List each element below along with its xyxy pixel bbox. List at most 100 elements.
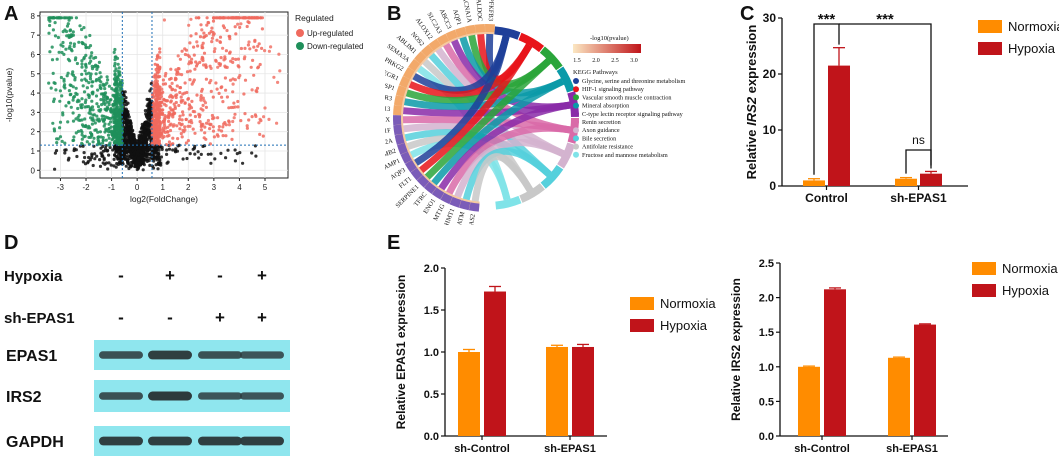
colorbar-tick: 2.0 — [592, 58, 600, 64]
bar — [914, 324, 936, 436]
volcano-point — [210, 36, 214, 40]
volcano-point — [164, 71, 168, 76]
volcano-point — [61, 40, 65, 45]
volcano-point — [71, 111, 75, 115]
volcano-point — [144, 113, 148, 117]
legend-up-marker — [296, 29, 304, 37]
y-tick-label: 30 — [763, 11, 777, 25]
volcano-point — [179, 95, 183, 99]
volcano-point — [73, 58, 77, 62]
legend-marker — [573, 135, 579, 142]
legend-label: Normoxia — [1002, 261, 1058, 276]
volcano-point — [125, 145, 129, 150]
volcano-point — [80, 137, 84, 141]
gene-arc — [455, 26, 467, 38]
volcano-point — [171, 112, 175, 117]
legend-entry: Fructose and mannose metabolism — [582, 152, 668, 159]
volcano-point — [188, 152, 192, 156]
volcano-point — [148, 102, 153, 106]
volcano-point — [77, 40, 81, 44]
gene-arc — [459, 200, 471, 211]
volcano-point — [162, 18, 166, 22]
volcano-point — [99, 146, 103, 150]
volcano-point — [81, 160, 85, 164]
volcano-point — [161, 78, 165, 82]
volcano-point — [205, 16, 209, 20]
volcano-point — [162, 119, 166, 123]
volcano-point — [107, 136, 111, 140]
volcano-point — [89, 59, 93, 63]
volcano-point — [237, 65, 241, 69]
volcano-point — [185, 156, 189, 161]
volcano-point — [222, 26, 226, 30]
y-tick-label: 0.5 — [424, 389, 439, 401]
gene-arc — [410, 167, 423, 181]
volcano-point — [152, 131, 156, 135]
volcano-point — [231, 57, 235, 61]
volcano-point — [106, 133, 111, 137]
volcano-point — [84, 124, 88, 128]
volcano-point — [157, 94, 161, 98]
legend-marker — [573, 102, 579, 109]
volcano-point — [88, 107, 92, 111]
legend-swatch — [978, 42, 1002, 55]
volcano-point — [83, 77, 87, 81]
volcano-point — [98, 130, 102, 134]
y-tick-label: 5 — [31, 70, 36, 79]
volcano-point — [89, 54, 93, 58]
volcano-point — [136, 157, 140, 161]
volcano-point — [209, 78, 213, 83]
volcano-point — [133, 157, 137, 161]
volcano-point — [231, 119, 235, 124]
volcano-point — [177, 67, 181, 71]
volcano-point — [63, 83, 67, 87]
volcano-point — [194, 32, 198, 36]
volcano-point — [102, 156, 106, 160]
volcano-point — [212, 116, 216, 120]
volcano-point — [184, 141, 188, 145]
volcano-point — [167, 147, 172, 151]
volcano-point — [100, 114, 104, 118]
legend-down-marker — [296, 42, 304, 50]
volcano-point — [151, 118, 156, 122]
volcano-point — [205, 23, 209, 27]
volcano-point — [146, 124, 150, 128]
volcano-point — [82, 26, 86, 30]
volcano-point — [257, 42, 261, 46]
volcano-point — [116, 134, 121, 138]
volcano-point — [87, 111, 91, 115]
volcano-point — [82, 90, 87, 94]
legend-swatch — [972, 262, 996, 275]
volcano-point — [94, 72, 98, 76]
volcano-point — [139, 130, 144, 134]
volcano-point — [71, 30, 75, 34]
volcano-point — [51, 71, 55, 75]
volcano-point — [49, 86, 53, 90]
volcano-point — [193, 131, 197, 135]
volcano-point — [189, 34, 193, 38]
volcano-point — [217, 128, 221, 132]
volcano-point — [89, 72, 93, 76]
volcano-point — [65, 74, 69, 78]
volcano-point — [149, 136, 153, 141]
y-tick-label: 4 — [31, 89, 36, 98]
volcano-point — [83, 117, 87, 121]
volcano-point — [215, 16, 219, 20]
plot-frame — [39, 11, 289, 179]
volcano-point — [92, 64, 96, 69]
volcano-point — [52, 127, 56, 131]
volcano-point — [183, 91, 187, 95]
volcano-point — [224, 134, 228, 138]
legend-swatch — [630, 319, 654, 332]
volcano-point — [206, 152, 210, 156]
volcano-point — [180, 118, 184, 122]
gene-label: KCNMB2 — [385, 148, 397, 164]
volcano-point — [221, 46, 225, 50]
volcano-point — [235, 16, 239, 20]
volcano-point — [116, 82, 120, 86]
volcano-point — [192, 53, 196, 57]
volcano-point — [176, 137, 180, 141]
volcano-point — [142, 153, 146, 157]
volcano-point — [59, 75, 64, 80]
volcano-point — [101, 141, 105, 145]
